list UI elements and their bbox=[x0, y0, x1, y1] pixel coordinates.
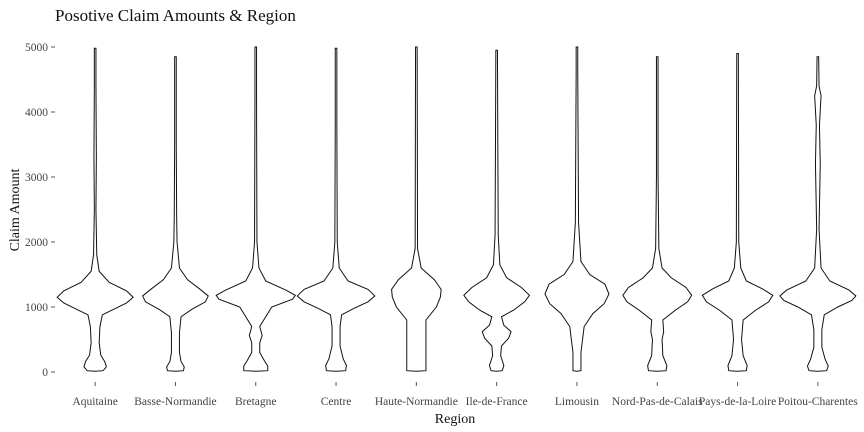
y-axis-title: Claim Amount bbox=[8, 168, 23, 251]
x-tick-label: Pays-de-la-Loire bbox=[699, 396, 776, 408]
violin-nord-pas-de-calais bbox=[622, 56, 693, 372]
y-tick-label: 4000 bbox=[25, 107, 48, 119]
chart-title: Posotive Claim Amounts & Region bbox=[55, 6, 296, 25]
violin-poitou-charentes bbox=[779, 56, 857, 372]
x-tick-label: Ile-de-France bbox=[466, 396, 528, 408]
y-tick-label: 0 bbox=[42, 367, 48, 379]
x-axis-title: Region bbox=[435, 412, 475, 427]
x-tick-label: Centre bbox=[321, 396, 352, 408]
y-tick-label: 2000 bbox=[25, 237, 48, 249]
x-tick-label: Bretagne bbox=[235, 396, 277, 408]
violin-bretagne bbox=[215, 46, 297, 372]
x-tick-label: Haute-Normandie bbox=[375, 396, 458, 408]
x-axis: Aquitaine Basse-Normandie Bretagne Centre Ha… bbox=[72, 382, 858, 408]
violin-haute-normandie bbox=[391, 46, 442, 372]
y-tick-label: 1000 bbox=[25, 302, 48, 314]
y-tick-label: 3000 bbox=[25, 172, 48, 184]
x-tick-label: Nord-Pas-de-Calais bbox=[612, 396, 703, 408]
x-tick-label: Poitou-Charentes bbox=[778, 396, 858, 408]
violin-pays-de-la-loire bbox=[701, 53, 774, 372]
x-tick-label: Basse-Normandie bbox=[134, 396, 216, 408]
violin-aquitaine bbox=[56, 47, 134, 372]
y-axis: 0 1000 2000 3000 4000 5000 bbox=[25, 42, 55, 379]
x-tick-label: Limousin bbox=[555, 396, 599, 408]
y-tick-label: 5000 bbox=[25, 42, 48, 54]
violin-ile-de-france bbox=[463, 49, 531, 372]
x-tick-label: Aquitaine bbox=[72, 396, 117, 408]
violin-basse-normandie bbox=[142, 56, 209, 372]
violin-limousin bbox=[544, 46, 610, 372]
violin-centre bbox=[296, 47, 376, 372]
violins bbox=[56, 46, 857, 372]
